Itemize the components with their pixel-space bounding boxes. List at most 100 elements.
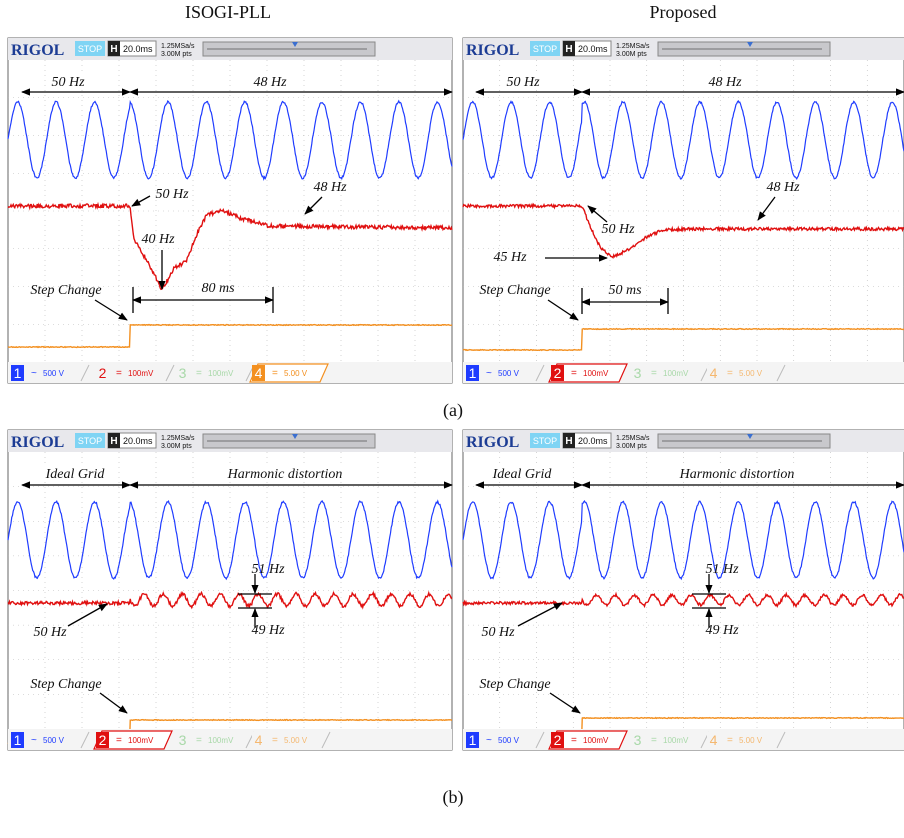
timebase-label: H: [110, 436, 117, 447]
annotation: 80 ms: [201, 281, 235, 296]
annotation: Step Change: [30, 283, 101, 298]
channel-scale: 5.00 V: [284, 736, 308, 745]
annotation: 49 Hz: [705, 623, 739, 638]
annotation: 48 Hz: [253, 75, 287, 90]
annotation: 50 ms: [608, 283, 642, 298]
brand: RIGOL: [11, 434, 64, 451]
channel-number: 4: [710, 365, 718, 381]
channel-coupling: =: [196, 735, 202, 746]
channel-scale: 100mV: [663, 369, 689, 378]
annotation: Ideal Grid: [45, 467, 106, 482]
channel-number: 4: [710, 732, 718, 748]
timebase-label: H: [565, 44, 572, 55]
channel-number: 2: [99, 732, 107, 748]
channel-coupling: =: [571, 735, 577, 746]
timebase-label: H: [565, 436, 572, 447]
annotation: 50 Hz: [155, 187, 189, 202]
channel-scale: 100mV: [208, 736, 234, 745]
channel-coupling: ~: [31, 735, 37, 746]
channel-scale: 5.00 V: [284, 369, 308, 378]
channel-coupling: =: [116, 735, 122, 746]
annotation: Step Change: [479, 677, 550, 692]
channel-coupling: =: [727, 368, 733, 379]
channel-scale: 500 V: [43, 369, 65, 378]
channel-number: 1: [14, 365, 22, 381]
annotation: 48 Hz: [313, 180, 347, 195]
channel-scale: 100mV: [208, 369, 234, 378]
channel-scale: 5.00 V: [739, 736, 763, 745]
channel-number: 3: [179, 365, 187, 381]
annotation: 50 Hz: [506, 75, 540, 90]
run-state: STOP: [78, 44, 102, 54]
sample-rate: 1.25MSa/s: [161, 43, 195, 50]
channel-number: 1: [469, 732, 477, 748]
channel-coupling: =: [571, 368, 577, 379]
run-state: STOP: [533, 44, 557, 54]
channel-scale: 100mV: [128, 369, 154, 378]
channel-coupling: =: [196, 368, 202, 379]
annotation: 40 Hz: [141, 232, 175, 247]
channel-scale: 500 V: [498, 369, 520, 378]
annotation: 49 Hz: [251, 623, 285, 638]
annotation: 50 Hz: [51, 75, 85, 90]
annotation: Harmonic distortion: [679, 467, 795, 482]
channel-number: 2: [554, 732, 562, 748]
channel-coupling: =: [727, 735, 733, 746]
column-title: ISOGI-PLL: [185, 2, 271, 22]
brand: RIGOL: [11, 42, 64, 59]
channel-coupling: =: [116, 368, 122, 379]
brand: RIGOL: [466, 42, 519, 59]
annotation: 50 Hz: [33, 625, 67, 640]
scope-screenshot: RIGOL STOP H 20.0ms 1.25MSa/s3.00M pts 1 ~500 …: [8, 38, 452, 383]
channel-number: 3: [634, 732, 642, 748]
annotation: 50 Hz: [481, 625, 515, 640]
annotation: Ideal Grid: [492, 467, 553, 482]
annotation: Step Change: [30, 677, 101, 692]
scope-screenshot: RIGOL STOP H 20.0ms 1.25MSa/s3.00M pts 1 ~500 …: [8, 430, 452, 750]
memory-depth: 3.00M pts: [161, 51, 192, 58]
channel-coupling: ~: [486, 368, 492, 379]
sample-rate: 1.25MSa/s: [161, 435, 195, 442]
channel-number: 1: [469, 365, 477, 381]
channel-coupling: ~: [486, 735, 492, 746]
channel-number: 4: [255, 365, 263, 381]
channel-coupling: =: [651, 735, 657, 746]
channel-number: 2: [554, 365, 562, 381]
annotation: 45 Hz: [493, 250, 527, 265]
channel-number: 1: [14, 732, 22, 748]
channel-scale: 500 V: [43, 736, 65, 745]
channel-coupling: ~: [31, 368, 37, 379]
sample-rate: 1.25MSa/s: [616, 43, 650, 50]
timebase: 20.0ms: [578, 436, 608, 446]
column-title: Proposed: [650, 2, 717, 22]
annotation: Step Change: [479, 283, 550, 298]
channel-number: 4: [255, 732, 263, 748]
scope-screenshot: RIGOL STOP H 20.0ms 1.25MSa/s3.00M pts 1 ~500 …: [463, 38, 904, 383]
channel-scale: 5.00 V: [739, 369, 763, 378]
channel-coupling: =: [272, 735, 278, 746]
channel-scale: 100mV: [663, 736, 689, 745]
timebase: 20.0ms: [123, 44, 153, 54]
brand: RIGOL: [466, 434, 519, 451]
channel-number: 3: [634, 365, 642, 381]
annotation: 51 Hz: [705, 562, 739, 577]
annotation: 51 Hz: [251, 562, 285, 577]
channel-number: 2: [99, 365, 107, 381]
memory-depth: 3.00M pts: [616, 51, 647, 58]
annotation: 48 Hz: [708, 75, 742, 90]
annotation: 48 Hz: [766, 180, 800, 195]
timebase-label: H: [110, 44, 117, 55]
figure: ISOGI-PLL Proposed (a) (b) RIGOLSTOPH20.…: [0, 0, 904, 838]
annotation: 50 Hz: [601, 222, 635, 237]
run-state: STOP: [533, 436, 557, 446]
run-state: STOP: [78, 436, 102, 446]
annotation: Harmonic distortion: [227, 467, 343, 482]
channel-coupling: =: [651, 368, 657, 379]
channel-scale: 100mV: [583, 736, 609, 745]
memory-depth: 3.00M pts: [161, 443, 192, 450]
timebase: 20.0ms: [578, 44, 608, 54]
memory-depth: 3.00M pts: [616, 443, 647, 450]
timebase: 20.0ms: [123, 436, 153, 446]
channel-scale: 100mV: [583, 369, 609, 378]
